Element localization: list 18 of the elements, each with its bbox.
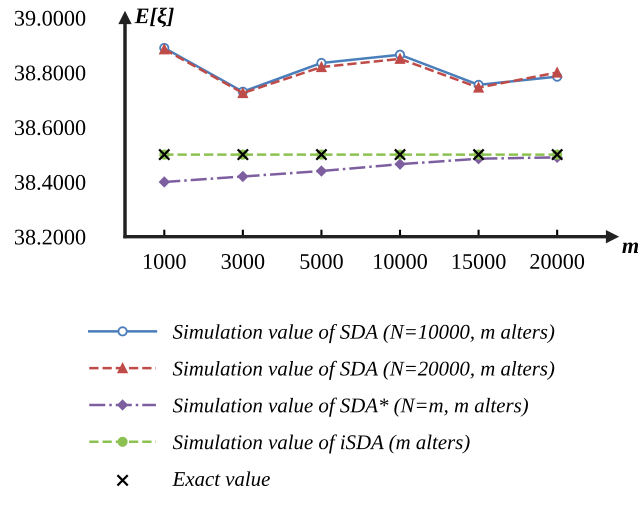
x-tick-label: 10000 bbox=[374, 254, 427, 269]
legend-label: Simulation value of SDA (N=10000, m alters) bbox=[172, 324, 554, 344]
legend-label: Simulation value of SDA* (N=m, m alters) bbox=[172, 398, 528, 417]
x-tick-label: 15000 bbox=[452, 254, 506, 269]
legend-label: Simulation value of SDA (N=20000, m alters) bbox=[172, 360, 554, 380]
x-tick-label: 5000 bbox=[300, 254, 343, 269]
x-axis-title: m bbox=[622, 242, 638, 253]
legend-label: Exact value bbox=[172, 471, 270, 486]
y-tick-label: 39.0000 bbox=[14, 10, 86, 26]
y-tick-label: 38.6000 bbox=[14, 120, 86, 136]
x-tick-label: 3000 bbox=[222, 254, 264, 269]
y-tick-label: 38.2000 bbox=[14, 230, 86, 245]
y-tick-label: 38.4000 bbox=[14, 174, 86, 190]
x-tick-label: 1000 bbox=[144, 254, 186, 269]
y-tick-label: 38.8000 bbox=[14, 65, 86, 81]
y-axis-title: E[ξ] bbox=[134, 8, 174, 28]
x-tick-label: 20000 bbox=[530, 254, 584, 269]
legend-label: Simulation value of iSDA (m alters) bbox=[172, 434, 470, 454]
